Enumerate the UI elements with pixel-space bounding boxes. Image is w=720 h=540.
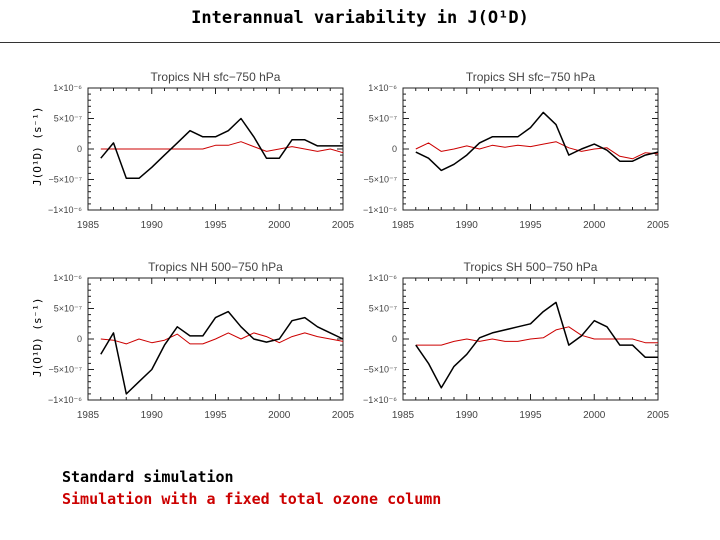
panel-4-series-standard: [415, 301, 658, 389]
panel-3-xtick-label: 1985: [77, 410, 100, 421]
panel-4-xtick-label: 2005: [647, 410, 670, 421]
panel-2-xtick-label: 2000: [583, 220, 606, 231]
panel-1-xtick-label: 2005: [332, 220, 355, 231]
panel-2-series-fixed: [415, 141, 659, 160]
panel-4-xtick-label: 1990: [456, 410, 479, 421]
panel-2-ytick-label: 0: [392, 144, 397, 154]
panel-2-ytick-label: −1×10⁻⁶: [363, 205, 397, 215]
panel-4-xtick-label: 2000: [583, 410, 606, 421]
panel-3-ytick-label: 0: [77, 334, 82, 344]
panel-4-ytick-label: −5×10⁻⁷: [363, 365, 397, 375]
panel-3-xtick-label: 2005: [332, 410, 355, 421]
panel-3-ytick-label: 1×10⁻⁶: [53, 273, 82, 283]
panel-3-series-fixed: [100, 332, 344, 345]
panel-2-ytick-label: −5×10⁻⁷: [363, 175, 397, 185]
panel-2-xtick-label: 1985: [392, 220, 415, 231]
panel-2-frame: [402, 87, 659, 211]
panel-3-xtick-label: 1995: [204, 410, 227, 421]
panel-3-xtick-label: 2000: [268, 410, 291, 421]
panel-2-title: Tropics SH sfc−750 hPa: [466, 70, 596, 84]
panel-4-ytick-label: 0: [392, 334, 397, 344]
panel-4-ytick-label: 5×10⁻⁷: [369, 304, 397, 314]
panel-1-ytick-label: −5×10⁻⁷: [48, 175, 82, 185]
title-divider: [0, 42, 720, 43]
panel-1-ytick-label: −1×10⁻⁶: [48, 205, 82, 215]
panel-3-title: Tropics NH 500−750 hPa: [148, 260, 283, 274]
panel-1-series-fixed: [100, 141, 344, 154]
panel-1-ytick-label: 0: [77, 144, 82, 154]
panel-2-series-standard: [415, 111, 659, 172]
panel-2-xtick-label: 2005: [647, 220, 670, 231]
panel-4-ytick-label: −1×10⁻⁶: [363, 395, 397, 405]
panel-3-xtick-label: 1990: [141, 410, 164, 421]
panel-2-ytick-label: 1×10⁻⁶: [368, 83, 397, 93]
panel-1-xtick-label: 1995: [204, 220, 227, 231]
panel-4-title: Tropics SH 500−750 hPa: [464, 260, 598, 274]
panel-3-series-standard: [100, 310, 344, 395]
legend: Standard simulation Simulation with a fi…: [62, 466, 441, 510]
panel-3-ytick-label: −5×10⁻⁷: [48, 365, 82, 375]
panel-1-xtick-label: 1985: [77, 220, 100, 231]
panel-2-xtick-label: 1990: [456, 220, 479, 231]
panel-1-xtick-label: 2000: [268, 220, 291, 231]
panel-4-ytick-label: 1×10⁻⁶: [368, 273, 397, 283]
panel-1-series-standard: [100, 117, 343, 180]
panel-3-ytick-label: 5×10⁻⁷: [54, 304, 82, 314]
panel-4-series-fixed: [415, 326, 658, 346]
legend-standard: Standard simulation: [62, 468, 234, 486]
panel-1-ytick-label: 5×10⁻⁷: [54, 114, 82, 124]
panel-3-ytick-label: −1×10⁻⁶: [48, 395, 82, 405]
panel-2-ytick-label: 5×10⁻⁷: [369, 114, 397, 124]
panel-1-ytick-label: 1×10⁻⁶: [53, 83, 82, 93]
panel-1-xtick-label: 1990: [141, 220, 164, 231]
panel-1-title: Tropics NH sfc−750 hPa: [151, 70, 281, 84]
panel-2-xtick-label: 1995: [519, 220, 542, 231]
panel-4-xtick-label: 1985: [392, 410, 415, 421]
panel-4-xtick-label: 1995: [519, 410, 542, 421]
legend-fixed: Simulation with a fixed total ozone colu…: [62, 490, 442, 508]
page-title: Interannual variability in J(O¹D): [191, 8, 529, 28]
